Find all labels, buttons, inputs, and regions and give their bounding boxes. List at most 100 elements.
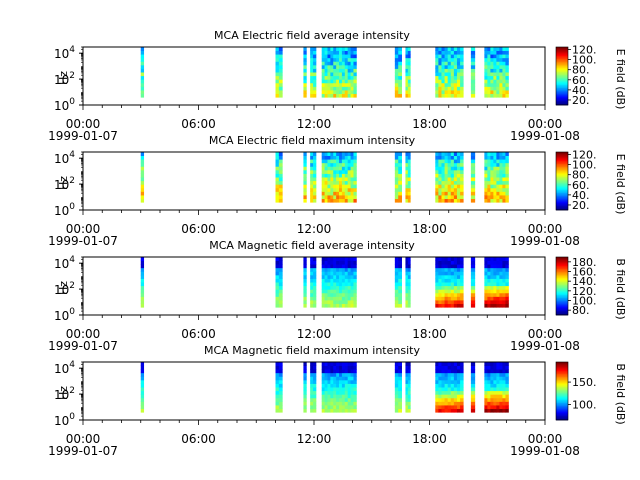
x-date-label: 1999-01-07 [48,129,118,143]
spectrogram-block [394,257,402,308]
x-tick-label: 00:00 [66,117,101,131]
colorbar-tick-label: 100. [572,159,597,172]
y-tick-label: 104 [54,150,75,166]
spectrogram-block [303,362,307,413]
spectrogram-block [275,47,283,98]
spectrogram-block [310,152,317,203]
x-tick-label: 06:00 [181,222,216,236]
y-tick-label: 102 [54,281,75,297]
x-tick-label: 00:00 [66,222,101,236]
colorbar: 100. 150. B field (dB) [555,361,627,425]
y-tick-label: 100 [54,202,75,218]
colorbar: 80.100.120.140.160.180. B field (dB) [555,256,627,320]
colorbar-tick-label: 80. [572,304,590,317]
x-tick-label: 00:00 [66,432,101,446]
x-date-label: 1999-01-07 [48,234,118,248]
spectrogram-block [484,47,509,98]
panel-title: MCA Electric field maximum intensity [209,134,416,147]
spectrogram-block [470,362,476,413]
spectrogram-block [470,47,476,98]
x-tick-label: 00:00 [528,432,563,446]
spectrogram-block [140,362,145,413]
spectrogram-block [394,47,402,98]
spectrogram-block [470,257,476,308]
x-tick-label: 06:00 [181,327,216,341]
x-tick-label: 18:00 [412,117,447,131]
panel-title: MCA Magnetic field average intensity [209,239,415,252]
x-tick-label: 12:00 [297,117,332,131]
y-tick-label: 102 [54,176,75,192]
colorbar-tick-label: 20. [572,94,590,107]
spectrogram-block [310,257,317,308]
spectrogram-block [321,362,357,413]
x-tick-label: 12:00 [297,432,332,446]
spectrogram-block [140,152,145,203]
colorbar-tick-label: 100. [572,295,597,308]
colorbar-tick-label: 100. [572,54,597,67]
colorbar-tick-label: 80. [572,64,590,77]
y-axis-label: Hz [57,386,70,400]
colorbar-tick-label: 20. [572,199,590,212]
x-date-label: 1999-01-08 [510,234,580,248]
spectrogram-block [310,362,317,413]
spectrogram-block [405,257,411,308]
spectrogram-block [321,257,357,308]
colorbar-tick-label: 160. [572,266,597,279]
spectrogram-block [484,362,509,413]
y-tick-label: 100 [54,412,75,428]
x-tick-label: 00:00 [528,222,563,236]
colorbar: 20.40.60.80.100.120. E field (dB) [555,44,627,110]
spectrogram-block [394,152,402,203]
spectrogram-block [275,362,283,413]
spectrogram-block [435,152,464,203]
x-tick-label: 06:00 [181,432,216,446]
colorbar-tick-label: 120. [572,44,597,57]
x-tick-label: 00:00 [66,327,101,341]
x-date-label: 1999-01-07 [48,444,118,458]
colorbar-label: E field (dB) [614,154,627,215]
y-tick-label: 100 [54,307,75,323]
colorbar-label: B field (dB) [614,363,627,424]
x-tick-label: 12:00 [297,222,332,236]
y-tick-label: 104 [54,255,75,271]
spectrogram-block [275,257,283,308]
spectrogram-block [321,47,357,98]
spectrogram-block [405,47,411,98]
x-tick-label: 00:00 [528,117,563,131]
x-tick-label: 00:00 [528,327,563,341]
spectrogram-block [303,47,307,98]
spectrogram-block [405,152,411,203]
spectrogram-block [303,152,307,203]
colorbar-tick-label: 100. [572,398,597,411]
x-tick-label: 18:00 [412,432,447,446]
spectrogram-block [435,257,464,308]
spectrogram-block [484,152,509,203]
y-tick-label: 104 [54,45,75,61]
colorbar-label: B field (dB) [614,258,627,319]
spectrogram-block [303,257,307,308]
colorbar-tick-label: 120. [572,149,597,162]
y-axis-label: Hz [57,176,70,190]
colorbar-tick-label: 40. [572,189,590,202]
panel-2: MCA Electric field maximum intensity 100 1… [48,134,627,248]
x-date-label: 1999-01-08 [510,444,580,458]
y-tick-label: 102 [54,71,75,87]
spectrogram-block [310,47,317,98]
colorbar-label: E field (dB) [614,49,627,110]
spectrogram-block [435,362,464,413]
y-tick-label: 102 [54,386,75,402]
x-date-label: 1999-01-07 [48,339,118,353]
x-tick-label: 12:00 [297,327,332,341]
panel-4: MCA Magnetic field maximum intensity 100 1… [48,344,627,458]
panel-3: MCA Magnetic field average intensity 100 1… [48,239,627,353]
x-tick-label: 06:00 [181,117,216,131]
y-axis-label: Hz [57,281,70,295]
spectrogram-block [435,47,464,98]
colorbar-tick-label: 60. [572,74,590,87]
x-date-label: 1999-01-08 [510,129,580,143]
colorbar-tick-label: 150. [572,376,597,389]
y-tick-label: 100 [54,97,75,113]
colorbar-tick-label: 60. [572,179,590,192]
spectrogram-block [484,257,509,308]
